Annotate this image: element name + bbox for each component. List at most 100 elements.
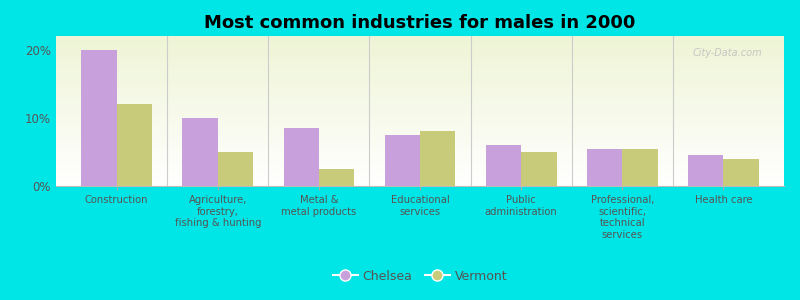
Bar	[56, 168, 784, 170]
Bar	[56, 57, 784, 58]
Bar	[56, 172, 784, 174]
Bar	[56, 70, 784, 72]
Bar	[56, 54, 784, 56]
Bar	[56, 90, 784, 92]
Bar	[56, 106, 784, 108]
Bar	[56, 126, 784, 128]
Bar	[56, 66, 784, 68]
Text: City-Data.com: City-Data.com	[693, 48, 762, 58]
Bar	[56, 51, 784, 52]
Bar	[56, 153, 784, 154]
Bar	[56, 88, 784, 90]
Bar	[56, 105, 784, 106]
Bar	[56, 116, 784, 117]
Bar	[521, 152, 557, 186]
Bar	[56, 45, 784, 46]
Bar	[56, 39, 784, 40]
Bar	[56, 118, 784, 120]
Bar	[56, 135, 784, 136]
Bar	[56, 52, 784, 54]
Bar	[688, 155, 723, 186]
Bar	[56, 61, 784, 63]
Bar	[56, 144, 784, 146]
Bar	[56, 102, 784, 104]
Bar	[56, 93, 784, 94]
Bar	[218, 152, 253, 186]
Bar	[56, 148, 784, 150]
Bar	[56, 112, 784, 114]
Bar	[56, 78, 784, 80]
Bar	[56, 178, 784, 180]
Bar	[56, 138, 784, 140]
Bar	[56, 75, 784, 76]
Bar	[117, 104, 152, 186]
Bar	[56, 132, 784, 134]
Bar	[56, 164, 784, 165]
Bar	[56, 110, 784, 111]
Bar	[319, 169, 354, 186]
Bar	[56, 129, 784, 130]
Bar	[56, 184, 784, 186]
Legend: Chelsea, Vermont: Chelsea, Vermont	[327, 265, 513, 288]
Bar	[622, 148, 658, 186]
Bar	[56, 68, 784, 69]
Bar	[56, 56, 784, 57]
Bar	[56, 99, 784, 100]
Bar	[56, 64, 784, 66]
Bar	[56, 36, 784, 38]
Bar	[56, 142, 784, 144]
Bar	[56, 81, 784, 82]
Bar	[56, 123, 784, 124]
Bar	[56, 146, 784, 147]
Bar	[56, 38, 784, 39]
Bar	[56, 42, 784, 44]
Bar	[56, 72, 784, 74]
Bar	[56, 158, 784, 159]
Bar	[56, 124, 784, 126]
Bar	[56, 176, 784, 177]
Bar	[56, 165, 784, 166]
Bar	[56, 63, 784, 64]
Bar	[56, 108, 784, 110]
Bar	[56, 96, 784, 98]
Bar	[56, 130, 784, 132]
Bar	[56, 182, 784, 183]
Bar	[56, 147, 784, 148]
Bar	[56, 103, 784, 105]
Bar	[56, 114, 784, 116]
Bar	[56, 171, 784, 172]
Bar	[56, 60, 784, 61]
Bar	[56, 174, 784, 176]
Bar	[56, 180, 784, 182]
Bar	[56, 154, 784, 156]
Bar	[486, 145, 521, 186]
Bar	[56, 98, 784, 99]
Bar	[56, 141, 784, 142]
Bar	[56, 122, 784, 123]
Bar	[56, 111, 784, 112]
Bar	[56, 58, 784, 60]
Bar	[56, 177, 784, 178]
Bar	[56, 44, 784, 45]
Bar	[56, 152, 784, 153]
Bar	[56, 82, 784, 84]
Bar	[56, 46, 784, 48]
Bar	[56, 85, 784, 87]
Bar	[56, 140, 784, 141]
Bar	[56, 183, 784, 184]
Bar	[56, 120, 784, 122]
Bar	[385, 135, 420, 186]
Bar	[182, 118, 218, 186]
Bar	[56, 134, 784, 135]
Bar	[56, 92, 784, 93]
Bar	[56, 150, 784, 152]
Bar	[82, 50, 117, 186]
Bar	[56, 167, 784, 168]
Bar	[587, 148, 622, 186]
Bar	[56, 156, 784, 158]
Bar	[56, 128, 784, 129]
Bar	[56, 117, 784, 118]
Bar	[56, 162, 784, 164]
Bar	[56, 84, 784, 86]
Bar	[56, 169, 784, 171]
